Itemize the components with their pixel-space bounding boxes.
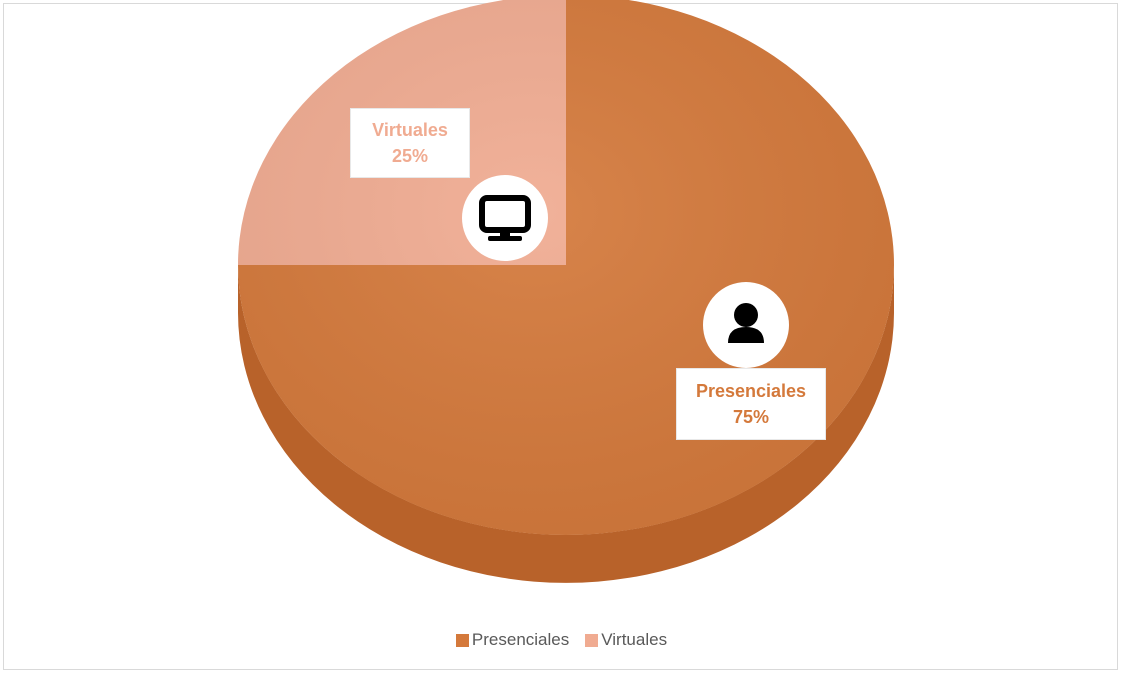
data-label-virtuales: Virtuales 25%: [350, 108, 470, 178]
pie-shading: [238, 0, 894, 535]
legend-label-presenciales: Presenciales: [471, 630, 570, 649]
data-label-presenciales: Presenciales 75%: [676, 368, 826, 440]
data-label-presenciales-value: 75%: [732, 407, 770, 427]
legend-swatch-presenciales: [455, 633, 469, 647]
data-label-virtuales-name: Virtuales: [372, 120, 448, 140]
pie-side-presenciales: [238, 265, 894, 583]
person-icon: [703, 282, 789, 368]
data-label-virtuales-value: 25%: [391, 146, 429, 166]
data-label-presenciales-name: Presenciales: [695, 381, 807, 401]
legend-label-virtuales: Virtuales: [601, 630, 668, 649]
monitor-icon: [462, 175, 548, 261]
legend-item-virtuales[interactable]: Virtuales: [585, 630, 667, 650]
legend: Presenciales Virtuales: [0, 630, 1123, 650]
legend-swatch-virtuales: [585, 633, 599, 647]
legend-item-presenciales[interactable]: Presenciales: [455, 630, 570, 650]
